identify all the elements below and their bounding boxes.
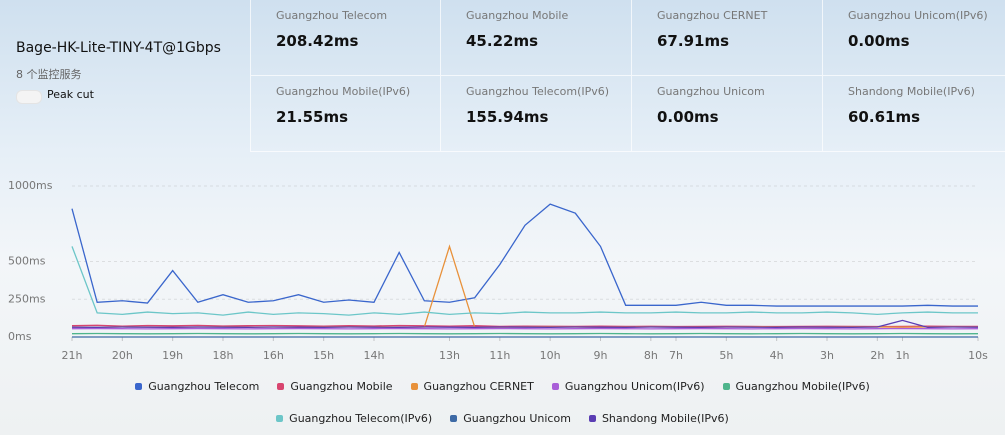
y-tick-label: 1000ms xyxy=(8,179,53,192)
peak-cut-toggle[interactable] xyxy=(16,90,42,104)
stat-name: Guangzhou Mobile xyxy=(466,9,569,22)
stat-card: Shandong Mobile(IPv6) 60.61ms xyxy=(822,76,1005,152)
x-tick-label: 11h xyxy=(489,349,510,362)
legend-item[interactable]: Guangzhou Telecom(IPv6) xyxy=(276,409,432,427)
stat-card: Guangzhou Mobile(IPv6) 21.55ms xyxy=(250,76,440,152)
series-line xyxy=(71,203,978,307)
x-tick-label: 14h xyxy=(364,349,385,362)
stat-name: Shandong Mobile(IPv6) xyxy=(848,85,975,98)
stat-value: 60.61ms xyxy=(848,108,921,126)
stat-card: Guangzhou Mobile 45.22ms xyxy=(440,0,631,76)
x-tick-label: 7h xyxy=(669,349,683,362)
legend-swatch xyxy=(551,382,559,390)
legend-swatch xyxy=(277,382,285,390)
y-tick-label: 500ms xyxy=(8,255,46,268)
legend-label: Guangzhou Unicom xyxy=(463,411,571,425)
stat-name: Guangzhou Telecom(IPv6) xyxy=(466,85,610,98)
legend: Guangzhou Telecom Guangzhou Mobile Guangzh… xyxy=(53,377,953,427)
x-tick-label: 18h xyxy=(213,349,234,362)
legend-swatch xyxy=(722,382,730,390)
stat-name: Guangzhou CERNET xyxy=(657,9,768,22)
stat-cards: Guangzhou Telecom 208.42ms Guangzhou Mobil… xyxy=(250,0,1005,152)
stat-card: Guangzhou Telecom(IPv6) 155.94ms xyxy=(440,76,631,152)
y-tick-label: 0ms xyxy=(8,330,32,343)
legend-swatch xyxy=(410,382,418,390)
legend-label: Guangzhou CERNET xyxy=(423,379,534,393)
legend-label: Shandong Mobile(IPv6) xyxy=(601,411,729,425)
stat-value: 0.00ms xyxy=(657,108,719,126)
stat-name: Guangzhou Telecom xyxy=(276,9,388,22)
series-line xyxy=(71,319,979,328)
legend-label: Guangzhou Mobile xyxy=(290,379,393,393)
legend-swatch xyxy=(450,414,458,422)
x-tick-label: 10s xyxy=(968,349,988,362)
stat-value: 21.55ms xyxy=(276,108,349,126)
stat-name: Guangzhou Unicom(IPv6) xyxy=(848,9,988,22)
x-tick-label: 19h xyxy=(162,349,183,362)
x-tick-label: 2h xyxy=(870,349,884,362)
legend-swatch xyxy=(276,414,284,422)
legend-item[interactable]: Guangzhou Unicom(IPv6) xyxy=(551,377,705,395)
x-tick-label: 3h xyxy=(820,349,834,362)
stat-card: Guangzhou Telecom 208.42ms xyxy=(250,0,440,76)
x-tick-label: 10h xyxy=(540,349,561,362)
legend-item[interactable]: Guangzhou Mobile(IPv6) xyxy=(722,377,870,395)
x-tick-label: 4h xyxy=(770,349,784,362)
stat-card: Guangzhou CERNET 67.91ms xyxy=(631,0,822,76)
legend-item[interactable]: Guangzhou CERNET xyxy=(410,377,534,395)
stat-name: Guangzhou Mobile(IPv6) xyxy=(276,85,411,98)
legend-label: Guangzhou Telecom(IPv6) xyxy=(289,411,433,425)
x-tick-label: 13h xyxy=(439,349,460,362)
x-tick-label: 20h xyxy=(112,349,133,362)
x-tick-label: 15h xyxy=(313,349,334,362)
stat-value: 45.22ms xyxy=(466,32,539,50)
legend-item[interactable]: Guangzhou Mobile xyxy=(277,377,393,395)
legend-label: Guangzhou Mobile(IPv6) xyxy=(735,379,870,393)
stat-name: Guangzhou Unicom xyxy=(657,85,765,98)
legend-swatch xyxy=(135,382,143,390)
series-line xyxy=(71,324,978,328)
x-tick-label: 1h xyxy=(896,349,910,362)
x-tick-label: 8h xyxy=(644,349,658,362)
server-panel: Bage-HK-Lite-TINY-4T@1Gbps 8 个监控服务 Peak … xyxy=(0,0,250,152)
x-tick-label: 21h xyxy=(62,349,83,362)
chart: 0ms 250ms 500ms 1000ms 21h 20h 19h 18h 16h 15h 14h… xyxy=(8,179,988,362)
stat-value: 0.00ms xyxy=(848,32,910,50)
server-subtitle: 8 个监控服务 xyxy=(16,68,82,81)
legend-swatch xyxy=(588,414,596,422)
y-tick-label: 250ms xyxy=(8,292,46,305)
series-line xyxy=(71,244,979,328)
x-tick-label: 5h xyxy=(719,349,733,362)
x-tick-label: 9h xyxy=(594,349,608,362)
stat-value: 155.94ms xyxy=(466,108,549,126)
legend-item[interactable]: Guangzhou Unicom xyxy=(450,409,571,427)
legend-label: Guangzhou Telecom xyxy=(148,379,260,393)
toggle-label: Peak cut xyxy=(47,88,94,101)
stat-card: Guangzhou Unicom(IPv6) 0.00ms xyxy=(822,0,1005,76)
stat-card: Guangzhou Unicom 0.00ms xyxy=(631,76,822,152)
stat-value: 208.42ms xyxy=(276,32,359,50)
stat-value: 67.91ms xyxy=(657,32,730,50)
legend-item[interactable]: Guangzhou Telecom xyxy=(135,377,259,395)
x-tick-label: 16h xyxy=(263,349,284,362)
series-line xyxy=(71,246,978,316)
server-title: Bage-HK-Lite-TINY-4T@1Gbps xyxy=(16,40,221,56)
legend-label: Guangzhou Unicom(IPv6) xyxy=(564,379,705,393)
legend-item[interactable]: Shandong Mobile(IPv6) xyxy=(588,409,729,427)
